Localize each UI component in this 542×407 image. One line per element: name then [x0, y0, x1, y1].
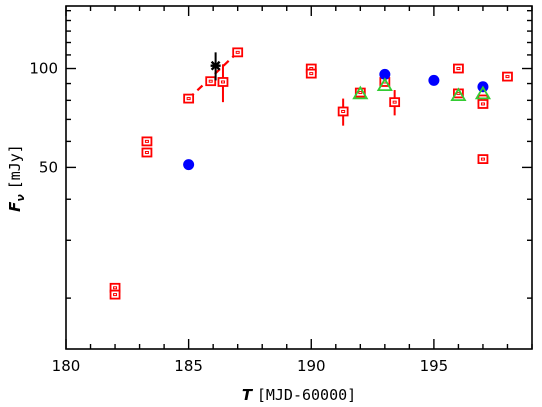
red-square-point — [109, 289, 121, 300]
red-square-point — [141, 136, 153, 147]
red-square-inner — [309, 72, 314, 76]
green-triangle-point — [450, 87, 467, 102]
red-square-inner — [144, 139, 149, 143]
y-tick-label: 50 — [39, 158, 58, 176]
red-square-point — [453, 63, 464, 74]
green-triangle-point — [352, 85, 369, 100]
red-square-point — [502, 71, 513, 82]
red-square-point — [477, 154, 489, 164]
x-tick-label: 195 — [420, 357, 449, 375]
red-square-outer — [183, 93, 195, 104]
asterisk-stroke — [210, 60, 221, 71]
red-square-point — [389, 97, 401, 108]
data-marks — [109, 47, 513, 300]
red-square-inner — [456, 67, 461, 71]
blue-circle-point — [428, 74, 440, 86]
red-square-inner — [341, 109, 346, 113]
x-axis-title: T [MJD-60000] — [242, 386, 356, 404]
red-square-outer — [389, 97, 401, 108]
x-tick-label: 180 — [52, 357, 81, 375]
red-square-inner — [480, 102, 485, 106]
blue-circle-point — [183, 159, 195, 171]
plot-frame — [65, 5, 533, 350]
black-asterisk-point — [210, 60, 221, 71]
red-square-inner — [392, 100, 397, 104]
red-square-point — [232, 47, 244, 58]
x-tick-label: 185 — [174, 357, 203, 375]
x-tick-label: 190 — [297, 357, 326, 375]
blue-circle-point — [379, 68, 391, 80]
red-square-inner — [113, 293, 118, 297]
red-square-outer — [305, 68, 317, 79]
red-square-outer — [141, 136, 153, 147]
red-square-inner — [208, 79, 213, 83]
green-triangle-point — [376, 77, 393, 92]
red-square-inner — [186, 97, 191, 101]
red-square-inner — [144, 151, 149, 155]
red-square-outer — [109, 289, 121, 300]
red-square-point — [305, 68, 317, 79]
red-square-point — [205, 76, 217, 87]
red-square-outer — [217, 77, 229, 87]
dashed-trend-line — [187, 51, 239, 100]
red-square-inner — [505, 75, 510, 79]
red-square-outer — [205, 76, 217, 87]
red-square-outer — [477, 99, 489, 109]
red-square-point — [337, 106, 349, 117]
red-square-inner — [358, 91, 363, 95]
red-square-inner — [220, 80, 225, 84]
red-square-outer — [141, 147, 153, 158]
axis-tick-labels: 180 185 190 195 50 100 — [29, 60, 448, 375]
green-triangle-point — [474, 85, 492, 100]
red-square-outer — [477, 154, 489, 164]
red-square-outer — [232, 47, 244, 58]
red-square-point — [183, 93, 195, 104]
red-square-point — [217, 77, 229, 87]
red-square-point — [141, 147, 153, 158]
red-square-inner — [480, 157, 485, 161]
axis-ticks — [65, 6, 533, 349]
red-square-outer — [453, 63, 464, 74]
red-square-inner — [235, 50, 240, 54]
red-square-point — [477, 99, 489, 109]
red-square-outer — [337, 106, 349, 117]
red-square-outer — [502, 71, 513, 82]
y-tick-label: 100 — [29, 60, 58, 78]
red-square-inner — [113, 286, 118, 290]
y-axis-title: Fν [mJy] — [6, 144, 28, 212]
